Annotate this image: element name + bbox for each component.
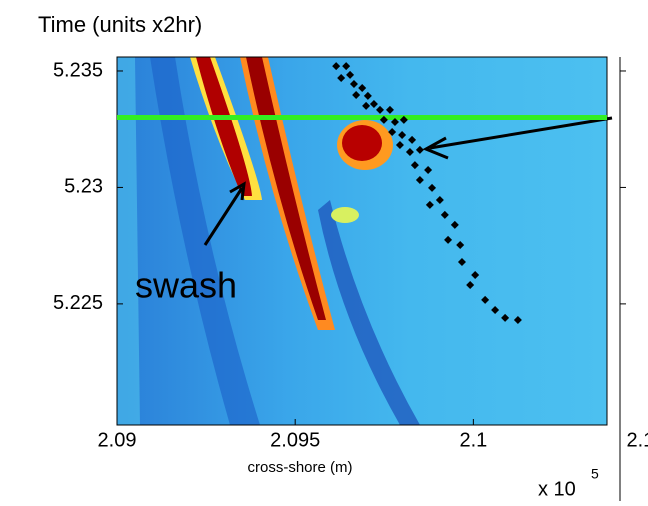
scatter-point	[450, 220, 459, 229]
scatter-point	[471, 271, 480, 280]
scatter-point	[379, 115, 388, 124]
scatter-point	[332, 62, 341, 71]
chart-title: Time (units x2hr)	[38, 12, 202, 37]
scatter-point	[444, 235, 453, 244]
x-tick-label: 2.09	[98, 429, 137, 451]
heatmap-image	[117, 57, 607, 425]
x-multiplier-exponent: 5	[591, 466, 599, 482]
plot-frame	[116, 56, 608, 426]
x-multiplier: x 10	[538, 478, 576, 500]
scatter-point	[415, 175, 424, 184]
scatter-point	[456, 240, 465, 249]
scatter-point	[342, 62, 351, 71]
scatter-point	[408, 135, 417, 144]
arrows	[203, 116, 613, 246]
y-tick-label: 5.225	[53, 292, 103, 314]
x-axis-label: cross-shore (m)	[247, 459, 352, 476]
scatter-point	[425, 200, 434, 209]
scatter-point	[362, 101, 371, 110]
scatter-point	[481, 295, 490, 304]
scatter-point	[346, 70, 355, 79]
scatter-point	[349, 80, 358, 89]
scatter-point	[363, 91, 372, 100]
scatter-point	[501, 313, 510, 322]
scatter-point	[398, 131, 407, 140]
scatter-point	[428, 183, 437, 192]
scatter-point	[358, 83, 367, 92]
scatter-point	[491, 305, 500, 314]
scatter-point	[410, 161, 419, 170]
scatter-point	[466, 281, 475, 290]
x-tick-label: 2.105	[627, 429, 648, 451]
scatter-point	[352, 90, 361, 99]
annotation: swash	[135, 265, 237, 306]
scatter-point	[405, 148, 414, 157]
scatter-point	[385, 105, 394, 114]
scatter-point	[399, 115, 408, 124]
y-tick-label: 5.23	[64, 176, 103, 198]
scatter-point	[435, 196, 444, 205]
x-tick-label: 2.095	[270, 429, 320, 451]
scatter-point	[375, 105, 384, 114]
scatter-point	[390, 117, 399, 126]
scatter-point	[369, 100, 378, 109]
y-tick-label: 5.235	[53, 59, 103, 81]
x-tick-label: 2.1	[459, 429, 487, 451]
scatter-point	[424, 165, 433, 174]
scatter-point	[337, 73, 346, 82]
scatter-point	[440, 210, 449, 219]
scatter-point	[388, 127, 397, 136]
scatter-point	[415, 145, 424, 154]
scatter-point	[395, 141, 404, 150]
scatter-point	[513, 315, 522, 324]
scatter-point	[457, 257, 466, 266]
